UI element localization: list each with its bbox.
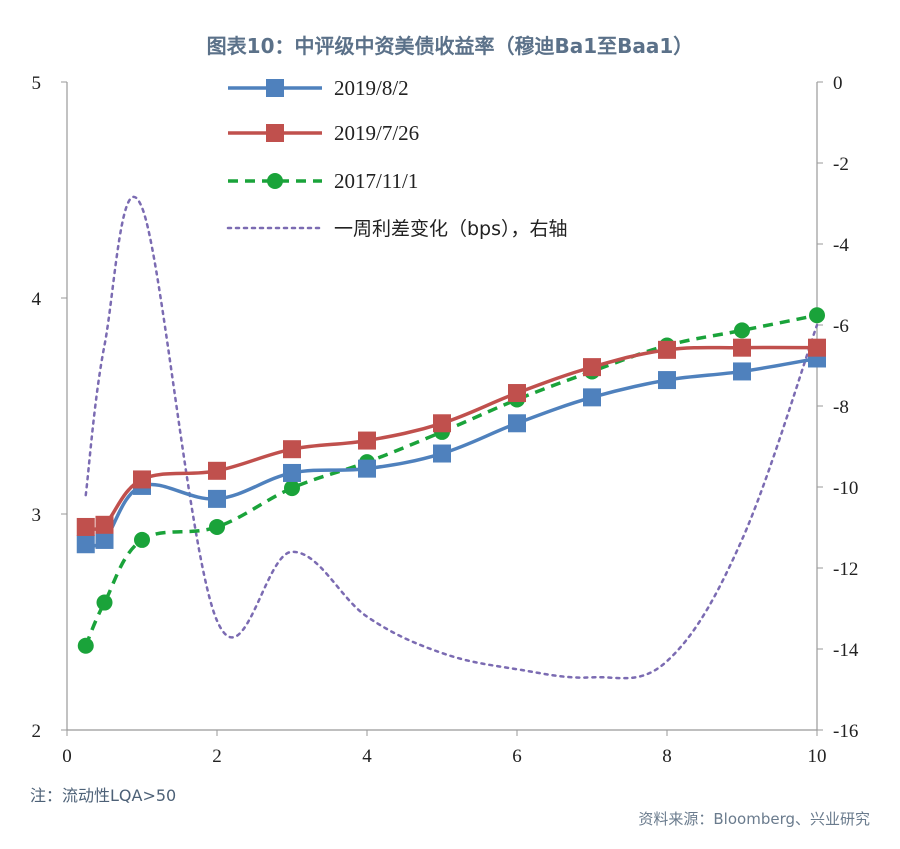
chart-title: 图表10：中评级中资美债收益率（穆迪Ba1至Baa1）: [206, 34, 694, 58]
x-tick-label: 0: [62, 746, 72, 767]
legend: 2019/8/2 2019/7/26 2017/11/1 一周利差变化（bps），右轴: [226, 76, 568, 240]
data-point-series-1: [76, 517, 95, 536]
data-point-series-1: [95, 515, 114, 534]
data-point-series-2: [77, 637, 94, 654]
data-point-series-0: [508, 414, 526, 433]
chart-note: 注：流动性LQA>50: [30, 786, 177, 805]
data-point-series-1: [508, 384, 526, 403]
x-tick-label: 2: [212, 746, 222, 767]
y-right-tick-label: -16: [833, 721, 858, 742]
data-point-series-2: [96, 594, 113, 611]
y-left-tick-label: 5: [32, 73, 42, 94]
data-point-series-1: [733, 338, 751, 357]
x-tick-label: 4: [362, 746, 372, 767]
legend-label-0: 2019/8/2: [334, 76, 409, 100]
axes: [61, 81, 823, 736]
legend-marker-2: [267, 173, 283, 189]
x-tick-label: 8: [662, 746, 672, 767]
data-point-series-1: [808, 338, 826, 357]
y-right-tick-label: -8: [833, 397, 849, 418]
data-point-series-2: [734, 322, 750, 339]
data-point-series-0: [583, 388, 601, 407]
data-point-series-2: [134, 531, 150, 548]
data-point-series-0: [208, 489, 226, 508]
y-right-tick-label: -6: [833, 316, 849, 337]
series-line-3: [84, 195, 819, 680]
data-point-series-0: [283, 463, 301, 482]
y-right-tick-label: 0: [833, 73, 843, 94]
y-right-tick-label: -14: [833, 640, 859, 661]
data-point-series-1: [283, 440, 301, 459]
series-markers: [76, 307, 826, 654]
y-left-tick-label: 4: [32, 289, 42, 310]
data-point-series-2: [809, 307, 825, 324]
series-line-0: [85, 356, 818, 548]
x-tick-label: 6: [512, 746, 522, 767]
y-right-tick-label: -10: [833, 478, 858, 499]
legend-marker-0: [266, 79, 284, 97]
data-point-series-1: [583, 358, 601, 377]
y-right-tick-label: -2: [833, 154, 849, 175]
data-point-series-2: [209, 518, 225, 535]
data-point-series-1: [658, 340, 676, 359]
legend-label-3: 一周利差变化（bps），右轴: [334, 218, 568, 240]
data-point-series-0: [358, 459, 376, 478]
data-point-series-0: [733, 362, 751, 381]
data-point-series-2: [284, 480, 300, 497]
data-point-series-1: [133, 470, 151, 489]
legend-label-1: 2019/7/26: [334, 121, 419, 145]
series-lines: [84, 195, 819, 680]
x-tick-label: 10: [808, 746, 827, 767]
data-point-series-1: [208, 461, 226, 480]
y-left-tick-label: 3: [32, 505, 42, 526]
data-point-series-0: [95, 530, 114, 549]
legend-marker-1: [266, 124, 284, 142]
series-line-2: [84, 313, 818, 647]
data-point-series-1: [358, 431, 376, 450]
y-right-tick-label: -4: [833, 235, 849, 256]
data-point-series-0: [658, 371, 676, 390]
data-point-series-1: [433, 414, 451, 433]
data-point-series-0: [433, 444, 451, 463]
legend-label-2: 2017/11/1: [334, 169, 418, 193]
y-right-tick-label: -12: [833, 559, 858, 580]
y-left-tick-label: 2: [32, 721, 42, 742]
source-note: 资料来源：Bloomberg、兴业研究: [638, 810, 870, 828]
data-point-series-0: [76, 535, 95, 554]
